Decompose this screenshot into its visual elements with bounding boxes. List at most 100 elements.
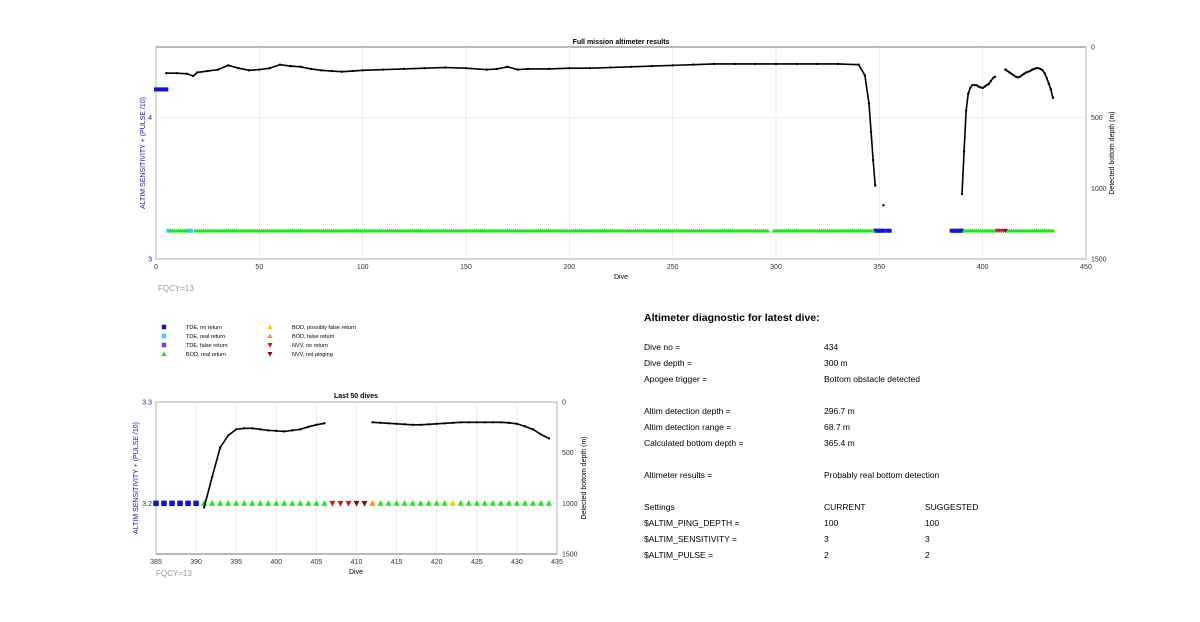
legend-marker: [267, 351, 273, 357]
depth-point: [547, 67, 550, 71]
depth-point: [258, 68, 261, 71]
depth-point: [867, 102, 871, 105]
detection-range-row: Altim detection range = 68.7 m: [644, 422, 1164, 438]
x-tick-label: 405: [311, 559, 323, 566]
depth-point: [291, 429, 294, 432]
depth-point: [795, 62, 798, 66]
detection-depth-value: 296.7 m: [824, 406, 855, 416]
depth-point: [1014, 75, 1017, 78]
last-50-x-ticks: 385 390 395 400 405 410 415 420 425 430 435: [150, 559, 563, 566]
setting-marker: [537, 500, 544, 506]
depth-point: [971, 83, 974, 87]
left-tick-label: 3.2: [142, 501, 152, 508]
depth-point: [507, 421, 511, 424]
depth-point: [1039, 67, 1042, 71]
setting-marker: [361, 500, 368, 507]
setting-marker: [329, 500, 336, 507]
left-tick-label: 4: [148, 115, 152, 122]
setting-marker: [417, 500, 424, 506]
depth-point: [395, 422, 398, 425]
setting-marker: [513, 500, 520, 506]
detection-range-value: 68.7 m: [824, 422, 850, 432]
depth-point: [196, 71, 199, 74]
setting-marker: [189, 228, 194, 233]
right-tick-label: 0: [562, 400, 566, 407]
setting-marker: [184, 228, 190, 233]
sensitivity-suggested: 3: [925, 534, 930, 544]
pulse-current: 2: [824, 550, 829, 560]
depth-point: [340, 70, 344, 73]
depth-point: [451, 421, 454, 424]
setting-marker: [154, 87, 158, 92]
setting-marker: [313, 500, 320, 506]
depth-point: [1051, 96, 1055, 100]
depth-point: [526, 67, 530, 71]
depth-point: [165, 71, 168, 75]
full-mission-plot-area: [155, 46, 1087, 260]
x-tick-label: 350: [873, 264, 885, 271]
depth-point: [516, 68, 519, 71]
setting-marker: [521, 500, 528, 506]
last-50-depth-series: [202, 421, 551, 509]
depth-point: [1031, 68, 1034, 71]
ping-depth-label: $ALTIM_PING_DEPTH =: [644, 518, 740, 528]
setting-marker: [377, 500, 384, 506]
depth-point: [983, 85, 986, 88]
ping-depth-row: $ALTIM_PING_DEPTH = 100 100: [644, 518, 1164, 534]
x-tick-label: 410: [351, 559, 363, 566]
setting-marker: [161, 500, 167, 507]
depth-point: [1024, 71, 1028, 74]
depth-line: [203, 422, 325, 508]
depth-point: [1029, 69, 1032, 73]
marker-legend: TDE, no return TDE, real return TDE, false…: [161, 324, 356, 358]
setting-marker: [1003, 228, 1008, 234]
depth-point: [962, 150, 966, 153]
depth-point: [547, 437, 551, 440]
depth-point: [568, 67, 571, 70]
depth-point: [991, 76, 995, 80]
full-mission-left-axis-label: ALTIM SENSITIVITY + (PULSE /10): [140, 97, 147, 209]
dive-no-value: 434: [824, 342, 839, 352]
depth-point: [1012, 74, 1015, 77]
depth-point: [309, 67, 313, 71]
depth-point: [1047, 82, 1051, 85]
legend-marker: [161, 342, 167, 348]
setting-marker: [321, 500, 328, 506]
setting-marker: [957, 228, 962, 233]
depth-point: [499, 421, 503, 424]
full-mission-x-label: Dive: [614, 274, 628, 281]
apogee-label: Apogee trigger =: [644, 374, 708, 384]
depth-point: [712, 62, 716, 66]
full-mission-right-axis-label: Detected bottom depth (m): [1109, 111, 1116, 194]
x-tick-label: 250: [667, 264, 679, 271]
setting-marker: [156, 87, 161, 92]
setting-marker: [289, 500, 296, 506]
legend-label: NVV, no return: [292, 343, 328, 349]
depth-point: [671, 64, 674, 67]
altimeter-results-label: Altimeter results =: [644, 470, 713, 480]
depth-point: [985, 83, 988, 87]
depth-point: [387, 422, 390, 425]
depth-point: [531, 428, 535, 431]
depth-point: [1043, 71, 1046, 75]
depth-point: [1016, 76, 1019, 79]
setting-marker: [305, 500, 312, 506]
depth-point: [692, 63, 695, 66]
depth-point: [320, 69, 323, 72]
full-mission-fqcy-note: FQCY=13: [158, 284, 194, 293]
setting-marker: [1050, 228, 1056, 233]
depth-point: [259, 428, 262, 431]
setting-marker: [209, 500, 216, 506]
right-tick-label: 500: [562, 450, 574, 457]
legend-label: TDE, false return: [186, 343, 228, 349]
depth-point: [275, 429, 278, 433]
ping-depth-suggested: 100: [925, 518, 940, 528]
depth-point: [315, 423, 318, 426]
x-tick-label: 420: [431, 559, 443, 566]
setting-marker: [166, 228, 171, 233]
depth-point: [1004, 68, 1007, 71]
depth-point: [609, 66, 612, 69]
depth-point: [330, 69, 333, 73]
depth-point: [403, 423, 406, 426]
setting-marker: [879, 228, 884, 233]
